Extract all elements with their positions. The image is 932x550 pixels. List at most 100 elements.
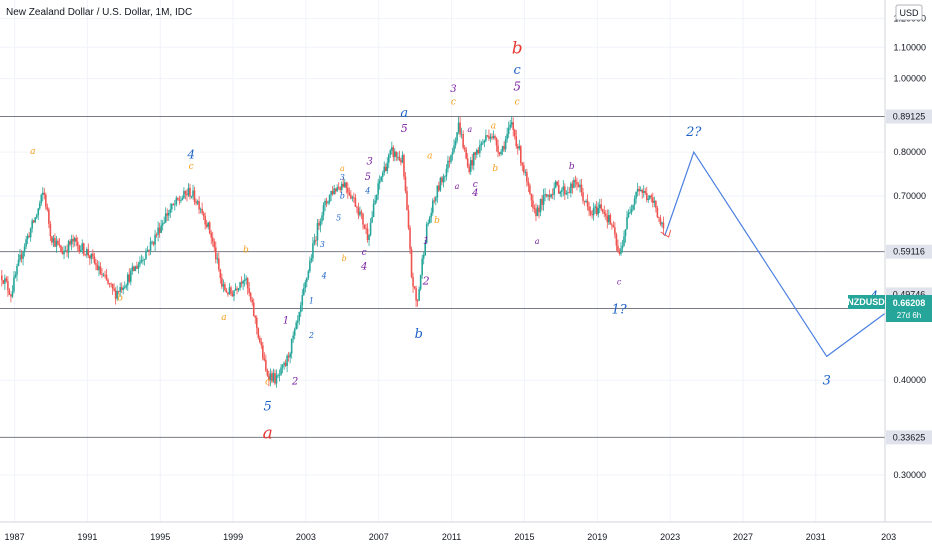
- candle[interactable]: [172, 202, 175, 206]
- candle[interactable]: [183, 187, 185, 199]
- candle[interactable]: [662, 216, 665, 236]
- candle[interactable]: [583, 200, 586, 206]
- candle[interactable]: [542, 188, 545, 211]
- candle[interactable]: [243, 273, 246, 287]
- candle[interactable]: [98, 261, 100, 277]
- candle[interactable]: [35, 213, 38, 220]
- candle[interactable]: [70, 234, 73, 251]
- candle[interactable]: [641, 188, 644, 199]
- candle[interactable]: [363, 224, 366, 230]
- candle[interactable]: [391, 141, 393, 155]
- candle[interactable]: [415, 285, 417, 308]
- candle[interactable]: [92, 249, 94, 260]
- candle[interactable]: [348, 187, 351, 197]
- candle[interactable]: [307, 269, 310, 281]
- candle[interactable]: [442, 173, 445, 188]
- candle[interactable]: [576, 177, 578, 191]
- candle[interactable]: [43, 188, 46, 200]
- candle[interactable]: [595, 201, 598, 216]
- candle[interactable]: [386, 157, 389, 174]
- candle[interactable]: [60, 244, 62, 253]
- candle[interactable]: [343, 178, 346, 189]
- candle[interactable]: [656, 205, 659, 219]
- candle[interactable]: [454, 137, 457, 149]
- candle[interactable]: [90, 253, 93, 264]
- candle[interactable]: [246, 277, 249, 295]
- candle[interactable]: [73, 236, 76, 247]
- candle[interactable]: [32, 219, 35, 224]
- candle[interactable]: [380, 176, 382, 183]
- candle[interactable]: [327, 200, 329, 206]
- candle[interactable]: [658, 216, 660, 222]
- candle[interactable]: [475, 148, 478, 159]
- candle[interactable]: [236, 285, 238, 295]
- candle[interactable]: [48, 207, 50, 229]
- candle[interactable]: [618, 248, 621, 256]
- candle[interactable]: [623, 230, 625, 247]
- candle[interactable]: [652, 192, 654, 208]
- candle[interactable]: [255, 315, 258, 335]
- candle[interactable]: [515, 129, 518, 149]
- candle[interactable]: [181, 195, 184, 201]
- candle[interactable]: [105, 269, 108, 281]
- candle[interactable]: [89, 254, 91, 266]
- candle[interactable]: [430, 207, 433, 223]
- candle[interactable]: [433, 196, 436, 204]
- candle[interactable]: [501, 145, 504, 156]
- candle[interactable]: [570, 181, 572, 198]
- candle[interactable]: [573, 177, 575, 189]
- candle[interactable]: [612, 221, 615, 228]
- candle[interactable]: [289, 351, 291, 364]
- candle[interactable]: [503, 141, 505, 152]
- candle[interactable]: [483, 139, 486, 148]
- candle[interactable]: [466, 153, 469, 169]
- candle[interactable]: [523, 162, 525, 176]
- candle[interactable]: [204, 212, 206, 230]
- candle[interactable]: [16, 263, 18, 282]
- candle[interactable]: [383, 161, 386, 176]
- candle[interactable]: [252, 298, 255, 317]
- candle[interactable]: [360, 209, 363, 220]
- candle[interactable]: [500, 149, 502, 157]
- candle[interactable]: [465, 146, 467, 160]
- candle[interactable]: [614, 222, 616, 239]
- candle[interactable]: [155, 232, 158, 238]
- candle[interactable]: [128, 268, 131, 284]
- candle[interactable]: [535, 203, 537, 222]
- candle[interactable]: [554, 180, 557, 189]
- candle[interactable]: [216, 253, 219, 264]
- candle[interactable]: [608, 209, 610, 225]
- candle[interactable]: [40, 193, 43, 206]
- candle[interactable]: [143, 258, 146, 266]
- candle[interactable]: [551, 188, 554, 200]
- candle[interactable]: [439, 176, 442, 192]
- candle[interactable]: [64, 245, 67, 252]
- candle[interactable]: [369, 218, 372, 237]
- candle[interactable]: [406, 186, 408, 211]
- candle[interactable]: [468, 163, 471, 175]
- candle[interactable]: [504, 135, 507, 152]
- candle[interactable]: [230, 285, 232, 297]
- candle[interactable]: [299, 301, 302, 317]
- candle[interactable]: [125, 283, 128, 290]
- candle[interactable]: [133, 265, 135, 272]
- candle[interactable]: [392, 145, 395, 162]
- candle[interactable]: [589, 206, 592, 217]
- candle[interactable]: [389, 148, 392, 158]
- currency-button[interactable]: USD: [895, 4, 923, 21]
- candle[interactable]: [233, 290, 235, 302]
- candle[interactable]: [219, 268, 222, 284]
- candle[interactable]: [208, 220, 211, 235]
- candle[interactable]: [167, 209, 170, 221]
- candle[interactable]: [79, 245, 82, 253]
- candle[interactable]: [419, 274, 422, 291]
- candle-series[interactable]: [1, 116, 665, 388]
- candle[interactable]: [76, 237, 79, 252]
- candle[interactable]: [331, 186, 334, 196]
- candle[interactable]: [488, 129, 490, 141]
- candle[interactable]: [444, 175, 446, 183]
- candle[interactable]: [609, 213, 612, 225]
- candle[interactable]: [333, 184, 335, 195]
- candle[interactable]: [409, 225, 411, 254]
- candle[interactable]: [560, 187, 563, 198]
